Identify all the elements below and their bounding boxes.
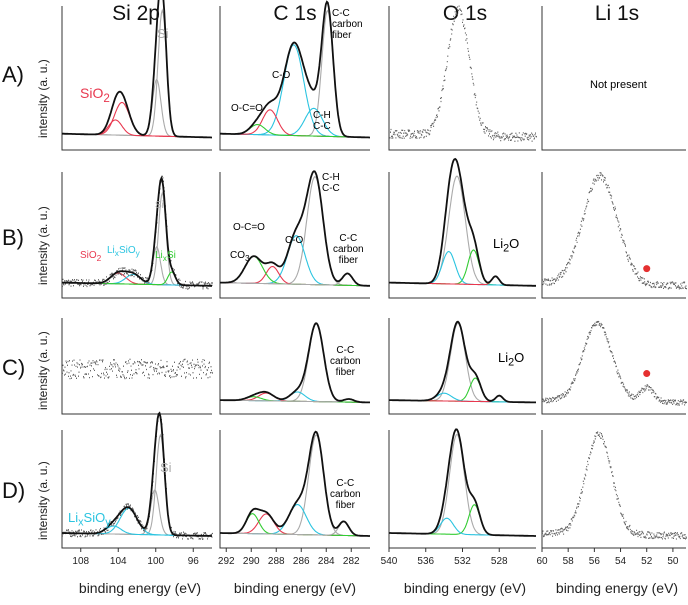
x-tick-label: 104 xyxy=(110,556,127,567)
sum-envelope-1-D xyxy=(220,430,370,537)
sum-envelope-1-A xyxy=(220,0,370,139)
marker-dot-B xyxy=(643,265,651,273)
component-peak-0-A-0 xyxy=(62,8,212,139)
axis-frame-0-A xyxy=(61,6,212,151)
row-label-c: C) xyxy=(2,355,26,380)
not-present-label: Not present xyxy=(590,79,647,91)
marker-dot-C xyxy=(643,370,651,378)
axis-frame-3-C xyxy=(541,318,686,415)
component-peak-2-B-2 xyxy=(389,250,536,287)
row-label-b: B) xyxy=(2,225,24,250)
column-title-c1s: C 1s xyxy=(273,2,317,25)
annot-sio2-b: SiO2 xyxy=(80,250,102,263)
x-tick-label: 292 xyxy=(218,556,235,567)
x-tick-label: 288 xyxy=(268,556,285,567)
row-label-a: A) xyxy=(2,62,24,87)
component-peak-2-D-1 xyxy=(389,504,536,537)
x-tick-label: 284 xyxy=(318,556,335,567)
annot-occo-b: O-C=O xyxy=(233,222,265,233)
axis-frame-1-C xyxy=(219,318,370,415)
sum-envelope-2-D xyxy=(389,428,536,537)
annot-lisi-b: LixSi xyxy=(155,250,176,263)
data-points-3-B xyxy=(542,172,687,290)
annot-si-b: Si xyxy=(155,200,164,211)
x-tick-label: 54 xyxy=(615,556,627,567)
data-points-2-A xyxy=(389,5,537,142)
x-tick-label: 290 xyxy=(243,556,260,567)
annot-lisio-b: LixSiOy xyxy=(107,245,140,258)
annot-lisio-d: LixSiOy xyxy=(68,510,111,529)
axis-frame-1-D xyxy=(219,430,370,549)
annot-sio2: SiO2 xyxy=(80,85,110,105)
axis-frame-0-D xyxy=(61,430,212,549)
column-title-si2p: Si 2p xyxy=(112,2,160,25)
sum-envelope-0-A xyxy=(62,0,212,139)
x-axis-label-li: binding energy (eV) xyxy=(555,580,679,596)
axis-frame-2-D xyxy=(388,430,536,549)
axis-frame-3-A xyxy=(541,6,686,151)
sum-envelope-0-D xyxy=(62,411,212,537)
sum-envelope-2-C xyxy=(389,320,536,404)
column-title-o1s: O 1s xyxy=(442,2,488,25)
data-points-0-C xyxy=(62,358,213,380)
annot-co-b: C-O xyxy=(285,235,304,246)
x-tick-label: 50 xyxy=(667,556,679,567)
annot-li2o-b: Li2O xyxy=(493,236,520,255)
x-tick-label: 60 xyxy=(536,556,548,567)
axis-frame-0-C xyxy=(61,318,212,415)
axis-frame-0-B xyxy=(61,172,212,299)
x-axis-label-si: binding energy (eV) xyxy=(78,580,202,596)
sum-envelope-2-B xyxy=(389,157,536,287)
x-tick-label: 96 xyxy=(188,556,200,567)
annot-cc-fiber-c: C-C carbon fiber xyxy=(330,345,361,378)
component-peak-1-A-1 xyxy=(220,44,370,139)
x-tick-label: 108 xyxy=(72,556,89,567)
annot-co-a: C-O xyxy=(272,70,291,81)
x-axis-label-c: binding energy (eV) xyxy=(233,580,357,596)
x-tick-label: 52 xyxy=(641,556,653,567)
x-tick-label: 56 xyxy=(589,556,601,567)
sum-envelope-0-B xyxy=(62,175,212,287)
annot-si: Si xyxy=(157,26,169,41)
sum-envelope-1-B xyxy=(220,170,370,287)
sum-envelope-1-C xyxy=(220,322,370,404)
x-tick-label: 540 xyxy=(381,556,398,567)
component-peak-1-A-4 xyxy=(220,124,370,139)
data-points-3-C xyxy=(542,320,687,406)
axis-frame-1-A xyxy=(219,6,370,151)
annot-cc-fiber-d: C-C carbon fiber xyxy=(330,478,361,511)
x-tick-label: 528 xyxy=(491,556,508,567)
axis-frame-2-C xyxy=(388,318,536,415)
x-tick-label: 100 xyxy=(147,556,164,567)
row-label-d: D) xyxy=(2,478,26,503)
annot-si-d: Si xyxy=(160,460,172,475)
x-tick-label: 286 xyxy=(293,556,310,567)
annot-li2o-c: Li2O xyxy=(498,350,525,369)
axis-frame-2-B xyxy=(388,172,536,299)
annot-co3-b: CO3 xyxy=(230,250,250,263)
annot-ch-a: C-H C-C xyxy=(313,110,331,132)
annot-ch-b: C-H C-C xyxy=(322,172,340,194)
axis-frame-1-B xyxy=(219,172,370,299)
annot-cc-fiber-b: C-C carbon fiber xyxy=(333,233,364,266)
x-axis-label-o: binding energy (eV) xyxy=(403,580,527,596)
axis-frame-2-A xyxy=(388,6,536,151)
x-tick-label: 536 xyxy=(417,556,434,567)
axis-frame-3-B xyxy=(541,172,686,299)
column-title-li1s: Li 1s xyxy=(594,2,640,25)
x-tick-label: 58 xyxy=(563,556,575,567)
x-tick-label: 532 xyxy=(454,556,471,567)
data-points-0-B xyxy=(62,175,213,290)
annot-occo-a: O-C=O xyxy=(231,103,263,114)
x-tick-label: 282 xyxy=(343,556,360,567)
annot-cc-fiber-a: C-C carbon fiber xyxy=(332,8,363,41)
component-peak-2-C-1 xyxy=(389,377,536,403)
data-points-3-D xyxy=(542,431,687,540)
